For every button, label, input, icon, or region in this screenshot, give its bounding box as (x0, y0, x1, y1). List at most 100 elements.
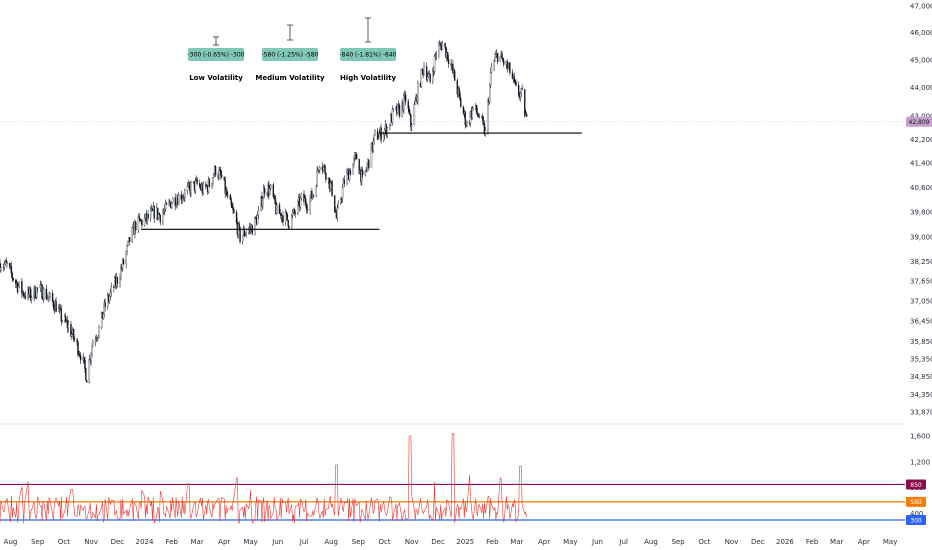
candle-body (460, 98, 462, 108)
candle-body (325, 173, 327, 180)
candle-body (482, 116, 484, 121)
candle-body (464, 111, 466, 125)
candle-body (278, 204, 281, 214)
candle-body (466, 122, 468, 126)
time-tick-label: Jun (591, 538, 603, 546)
price-tick-label: 42,200 (910, 136, 932, 144)
candle-body (489, 72, 492, 86)
candle-body (0, 262, 1, 271)
candle-body (300, 193, 303, 199)
candle-body (482, 120, 485, 124)
candle-body (370, 142, 373, 168)
price-tick-label: 34,850 (910, 373, 932, 381)
candle-body (294, 212, 296, 214)
last-price-label: 42,809 (909, 119, 930, 126)
price-tick-label: 46,000 (910, 29, 932, 37)
candle-body (153, 206, 155, 219)
price-tick-label: 43,000 (910, 113, 932, 121)
candle-body (2, 266, 5, 268)
time-tick-label: Jun (271, 538, 283, 546)
candle-body (349, 170, 352, 175)
candle-body (116, 277, 119, 284)
candle-body (421, 69, 423, 71)
time-tick-label: Oct (58, 538, 70, 546)
candle-body (426, 76, 429, 80)
price-tick-label: 35,850 (910, 338, 932, 346)
upper-pane (0, 39, 905, 384)
candle-body (36, 287, 38, 298)
candle-body (386, 127, 388, 136)
candle-body (141, 220, 143, 226)
candle-body (126, 245, 128, 253)
candle-body (0, 267, 2, 271)
time-tick-label: Feb (166, 538, 179, 546)
candle-body (358, 158, 360, 174)
candle-body (149, 210, 152, 219)
time-tick-label: 2025 (456, 538, 474, 546)
candle-body (519, 93, 522, 98)
candle-body (83, 357, 85, 361)
candle-body (226, 190, 228, 197)
candle-body (445, 46, 447, 58)
candle-body (137, 216, 140, 231)
candle-body (340, 198, 343, 200)
candle-body (411, 124, 413, 127)
candle-body (319, 166, 321, 171)
candle-body (110, 286, 112, 293)
candle-body (257, 210, 260, 216)
candle-body (128, 237, 131, 243)
candle-body (73, 338, 76, 340)
candle-body (506, 61, 508, 69)
candle-body (239, 227, 241, 242)
time-tick-label: Jul (619, 538, 629, 546)
candle-body (299, 198, 302, 208)
volatility-badge (262, 48, 318, 61)
candle-body (397, 104, 400, 106)
candle-body (286, 213, 289, 221)
candle-body (100, 311, 103, 328)
candle-body (462, 106, 465, 114)
candle-body (11, 273, 13, 279)
candle-body (77, 341, 79, 356)
candle-body (377, 137, 380, 140)
time-tick-label: Nov (405, 538, 419, 546)
price-tick-label: 36,450 (910, 318, 932, 326)
candle-body (235, 212, 238, 223)
candle-body (251, 225, 254, 235)
candle-body (29, 288, 32, 300)
candle-body (446, 52, 449, 60)
candle-body (47, 297, 49, 299)
candle-body (391, 109, 394, 123)
candle-body (408, 108, 410, 114)
candle-body (90, 353, 92, 362)
candle-body (95, 338, 98, 340)
candle-body (452, 64, 454, 73)
price-tick-label: 39,800 (910, 209, 932, 217)
candle-body (398, 105, 401, 117)
candle-body (476, 112, 479, 115)
candle-body (525, 113, 528, 117)
candle-body (352, 163, 354, 175)
candle-body (336, 207, 338, 219)
candle-body (514, 80, 516, 83)
candle-body (269, 188, 271, 195)
candle-body (483, 123, 486, 135)
candle-body (15, 279, 17, 284)
candle-body (341, 187, 344, 199)
candle-body (355, 153, 358, 160)
candle-body (263, 188, 266, 194)
price-tick-label: 44,000 (910, 84, 932, 92)
candle-body (513, 76, 515, 81)
volatility-label: Medium Volatility (255, 74, 325, 82)
candle-body (495, 54, 497, 58)
candle-body (49, 293, 51, 297)
candle-body (138, 216, 140, 219)
candle-body (122, 259, 125, 265)
candle-body (499, 56, 501, 62)
candle-body (490, 66, 493, 73)
candle-body (45, 288, 48, 300)
candle-body (471, 108, 473, 118)
candle-body (72, 329, 75, 339)
candle-body (376, 130, 379, 140)
